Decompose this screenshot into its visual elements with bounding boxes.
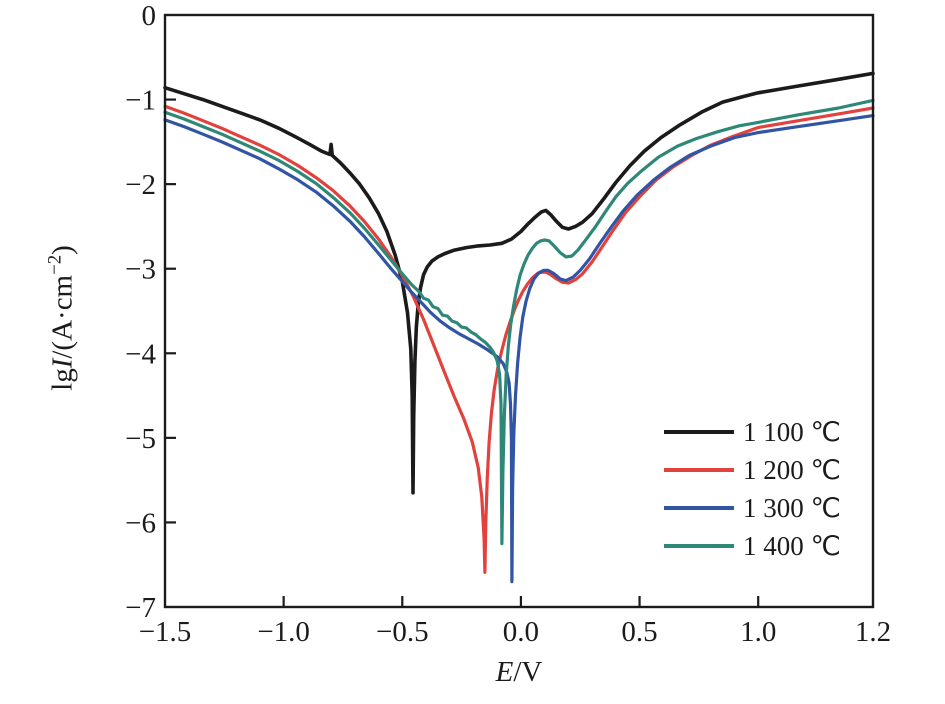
y-tick-label: −1: [125, 85, 156, 117]
legend-item-1300c: 1 300 ℃: [664, 489, 841, 527]
curve-1300c: [163, 114, 875, 584]
x-tick-label: −1.5: [139, 616, 192, 648]
legend-item-1200c: 1 200 ℃: [664, 451, 841, 489]
y-tick-label: −7: [125, 592, 156, 624]
legend-line-swatch-1400c: [664, 544, 734, 548]
x-axis-title-symbol: E: [495, 656, 514, 688]
x-axis-title-unit: /V: [513, 656, 543, 688]
legend-line-swatch-1300c: [664, 506, 734, 510]
legend-item-1100c: 1 100 ℃: [664, 413, 841, 451]
curve-1100c: [163, 71, 875, 495]
legend-label-1400c: 1 400 ℃: [743, 530, 841, 561]
y-axis-title-prefix: lg: [46, 368, 79, 391]
y-tick-label: −5: [125, 423, 156, 455]
y-axis-title-exponent: −2: [44, 254, 66, 275]
y-tick-label: 0: [142, 0, 157, 32]
x-tick-label: 0.0: [503, 616, 539, 648]
curve-1400c: [163, 98, 875, 546]
legend-label-1300c: 1 300 ℃: [743, 492, 841, 523]
legend-line-swatch-1100c: [664, 430, 734, 434]
y-axis-title-symbol: I: [46, 358, 79, 369]
y-axis-title-close: ): [46, 245, 79, 255]
y-tick-label: −2: [125, 169, 156, 201]
legend-label-1200c: 1 200 ℃: [743, 454, 841, 485]
y-tick-label: −3: [125, 254, 156, 286]
y-tick-label: −6: [125, 507, 156, 539]
legend-item-1400c: 1 400 ℃: [664, 527, 841, 565]
plot-frame: [163, 13, 875, 609]
x-tick-label: 1.2: [855, 616, 891, 648]
legend-line-swatch-1200c: [664, 468, 734, 472]
x-tick-label: −1.0: [257, 616, 310, 648]
y-tick-label: −4: [125, 338, 156, 370]
x-tick-label: 1.0: [740, 616, 776, 648]
legend-label-1100c: 1 100 ℃: [743, 416, 841, 447]
x-axis-title: E/V: [496, 656, 543, 689]
x-tick-label: 0.5: [621, 616, 657, 648]
y-axis-title-unit: /(A·cm: [46, 274, 79, 359]
legend: 1 100 ℃ 1 200 ℃ 1 300 ℃ 1 400 ℃: [664, 413, 841, 565]
x-tick-label: −0.5: [376, 616, 429, 648]
y-axis-title: lgI/(A·cm−2): [45, 245, 80, 391]
